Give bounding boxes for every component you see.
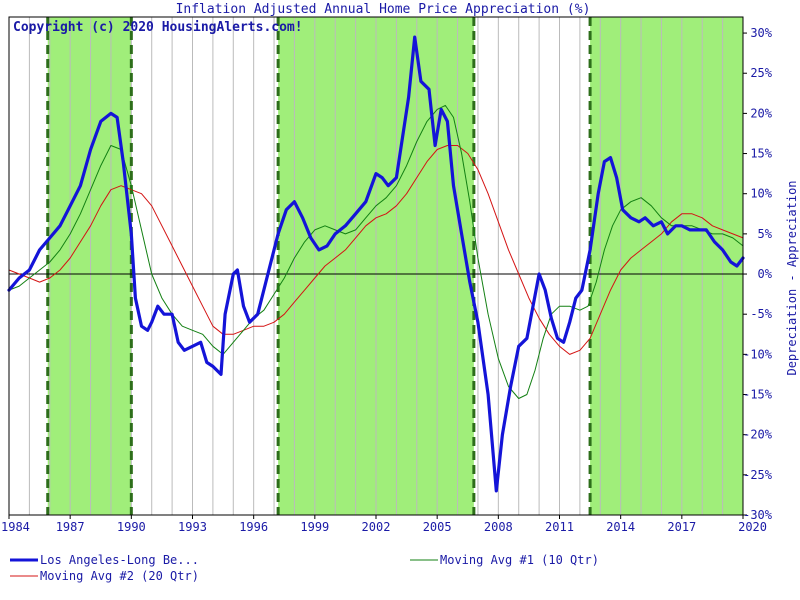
legend-label: Los Angeles-Long Be... [40, 553, 199, 567]
legend: Los Angeles-Long Be... Moving Avg #1 (10… [10, 553, 599, 583]
x-tick-label: 2014 [606, 520, 635, 534]
shaded-period [47, 17, 132, 515]
copyright-text: Copyright (c) 2020 HousingAlerts.com! [13, 20, 303, 35]
series-line-1 [8, 104, 744, 399]
x-tick-label: 1987 [56, 520, 85, 534]
x-tick-label: 1999 [300, 520, 329, 534]
y-tick-label: 5% [758, 227, 773, 241]
y-tick-label: 15% [750, 147, 772, 161]
x-tick-label: 1993 [178, 520, 207, 534]
legend-entry-ma1: Moving Avg #1 (10 Qtr) [410, 553, 599, 567]
x-tick-label: 2020 [738, 520, 767, 534]
x-tick-label: 2002 [362, 520, 391, 534]
legend-label: Moving Avg #1 (10 Qtr) [440, 553, 599, 567]
y-tick-label: -20% [743, 428, 773, 442]
y-tick-label: -5% [750, 307, 772, 321]
grid [28, 17, 724, 515]
x-tick-label: 2005 [423, 520, 452, 534]
x-tick-label: 2008 [484, 520, 513, 534]
y-tick-label: -30% [743, 508, 773, 522]
x-tick-label: 2017 [667, 520, 696, 534]
legend-label: Moving Avg #2 (20 Qtr) [40, 569, 199, 583]
series-lines [7, 35, 745, 493]
y-tick-label: -15% [743, 388, 773, 402]
shaded-periods [47, 17, 743, 515]
y-tick-label: 10% [750, 187, 772, 201]
chart-title: Inflation Adjusted Annual Home Price App… [176, 2, 591, 17]
y-tick-label: -25% [743, 468, 773, 482]
y-axis-ticks: 30% 25% 20% 15% 10% 5% 0% -5% -10% -15% -20% -25% -3… [743, 26, 773, 522]
series-line-0 [7, 35, 745, 493]
y-tick-label: 30% [750, 26, 772, 40]
y-axis-label: Depreciation - Appreciation [785, 180, 799, 375]
x-tick-label: 1984 [1, 520, 30, 534]
y-tick-label: 20% [750, 106, 772, 120]
y-tick-label: 25% [750, 66, 772, 80]
series-line-2 [8, 145, 744, 355]
legend-entry-ma2: Moving Avg #2 (20 Qtr) [10, 569, 199, 583]
x-tick-label: 1990 [117, 520, 146, 534]
y-tick-label: -10% [743, 347, 773, 361]
x-tick-label: 1996 [239, 520, 268, 534]
y-tick-label: 0% [758, 267, 773, 281]
legend-entry-la: Los Angeles-Long Be... [10, 553, 199, 567]
shaded-period [590, 17, 743, 515]
x-tick-label: 2011 [545, 520, 574, 534]
x-axis-ticks: 1984 1987 1990 1993 1996 1999 2002 2005 2008 2011… [1, 515, 767, 534]
